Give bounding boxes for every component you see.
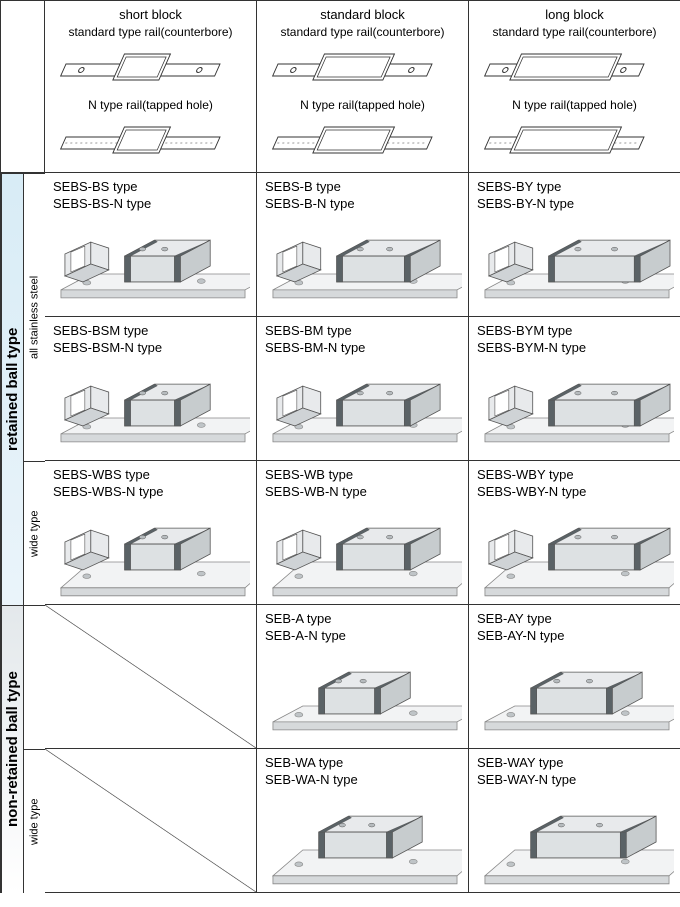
product-cell: SEBS-BYM typeSEBS-BYM-N type: [469, 317, 680, 461]
product-type-line1: SEB-AY type: [477, 611, 672, 628]
product-type-line1: SEBS-WBY type: [477, 467, 672, 484]
product-cell: SEBS-WB typeSEBS-WB-N type: [257, 461, 469, 605]
sub-group-blank: [23, 605, 45, 749]
rail-diagram-tapped: [261, 117, 464, 165]
rail-diagram-counterbore: [49, 44, 252, 92]
product-cell: SEBS-BM typeSEBS-BM-N type: [257, 317, 469, 461]
product-cell: SEBS-WBY typeSEBS-WBY-N type: [469, 461, 680, 605]
product-cell: [45, 749, 257, 893]
product-illustration: [51, 224, 250, 310]
product-type-line2: SEBS-BY-N type: [477, 196, 672, 213]
product-type-line1: SEB-WAY type: [477, 755, 672, 772]
column-title: standard block: [261, 7, 464, 23]
product-illustration: [475, 224, 674, 310]
rail-diagram-tapped: [49, 117, 252, 165]
column-sub2: N type rail(tapped hole): [261, 98, 464, 113]
product-type-line1: SEB-WA type: [265, 755, 460, 772]
product-cell: SEB-AY typeSEB-AY-N type: [469, 605, 680, 749]
product-cell: SEB-A typeSEB-A-N type: [257, 605, 469, 749]
product-type-line2: SEB-AY-N type: [477, 628, 672, 645]
product-type-line1: SEBS-BS type: [53, 179, 248, 196]
product-cell: SEBS-WBS typeSEBS-WBS-N type: [45, 461, 257, 605]
product-illustration: [51, 368, 250, 454]
product-type-line2: SEBS-WBY-N type: [477, 484, 672, 501]
product-cell: SEBS-BSM typeSEBS-BSM-N type: [45, 317, 257, 461]
row-group-retained: retained ball type: [1, 173, 23, 605]
corner-blank: [1, 1, 45, 173]
product-type-line2: SEBS-BYM-N type: [477, 340, 672, 357]
sub-group-wide2: wide type: [23, 749, 45, 893]
rail-diagram-tapped: [473, 117, 676, 165]
product-illustration: [475, 800, 674, 886]
sub-group-wide: wide type: [23, 461, 45, 605]
column-header: long block standard type rail(counterbore…: [469, 1, 680, 173]
product-type-line1: SEB-A type: [265, 611, 460, 628]
column-sub2: N type rail(tapped hole): [473, 98, 676, 113]
product-type-line2: SEB-WA-N type: [265, 772, 460, 789]
column-sub1: standard type rail(counterbore): [49, 25, 252, 40]
product-type-line2: SEBS-B-N type: [265, 196, 460, 213]
rail-diagram-counterbore: [473, 44, 676, 92]
sub-group-stainless: all stainless steel: [23, 173, 45, 461]
column-title: long block: [473, 7, 676, 23]
product-illustration: [475, 368, 674, 454]
column-header: short block standard type rail(counterbor…: [45, 1, 257, 173]
product-type-line1: SEBS-B type: [265, 179, 460, 196]
product-type-line2: SEB-WAY-N type: [477, 772, 672, 789]
product-illustration: [263, 224, 462, 310]
product-type-line2: SEBS-WBS-N type: [53, 484, 248, 501]
column-sub1: standard type rail(counterbore): [473, 25, 676, 40]
product-cell: [45, 605, 257, 749]
product-type-line1: SEBS-WB type: [265, 467, 460, 484]
column-header: standard block standard type rail(counter…: [257, 1, 469, 173]
product-illustration: [263, 512, 462, 598]
product-illustration: [51, 512, 250, 598]
product-cell: SEB-WA typeSEB-WA-N type: [257, 749, 469, 893]
column-sub1: standard type rail(counterbore): [261, 25, 464, 40]
product-cell: SEB-WAY typeSEB-WAY-N type: [469, 749, 680, 893]
product-type-line1: SEBS-BM type: [265, 323, 460, 340]
column-sub2: N type rail(tapped hole): [49, 98, 252, 113]
product-type-line1: SEBS-WBS type: [53, 467, 248, 484]
product-type-line2: SEBS-BS-N type: [53, 196, 248, 213]
product-illustration: [475, 512, 674, 598]
product-cell: SEBS-BY typeSEBS-BY-N type: [469, 173, 680, 317]
product-type-line2: SEBS-BM-N type: [265, 340, 460, 357]
product-type-line2: SEBS-WB-N type: [265, 484, 460, 501]
product-type-line1: SEBS-BSM type: [53, 323, 248, 340]
column-title: short block: [49, 7, 252, 23]
product-illustration: [263, 656, 462, 742]
product-illustration: [263, 800, 462, 886]
product-type-line1: SEBS-BYM type: [477, 323, 672, 340]
row-group-nonretained: non-retained ball type: [1, 605, 23, 893]
product-type-line1: SEBS-BY type: [477, 179, 672, 196]
product-cell: SEBS-B typeSEBS-B-N type: [257, 173, 469, 317]
product-cell: SEBS-BS typeSEBS-BS-N type: [45, 173, 257, 317]
product-illustration: [475, 656, 674, 742]
product-type-line2: SEBS-BSM-N type: [53, 340, 248, 357]
product-illustration: [263, 368, 462, 454]
product-type-line2: SEB-A-N type: [265, 628, 460, 645]
rail-diagram-counterbore: [261, 44, 464, 92]
